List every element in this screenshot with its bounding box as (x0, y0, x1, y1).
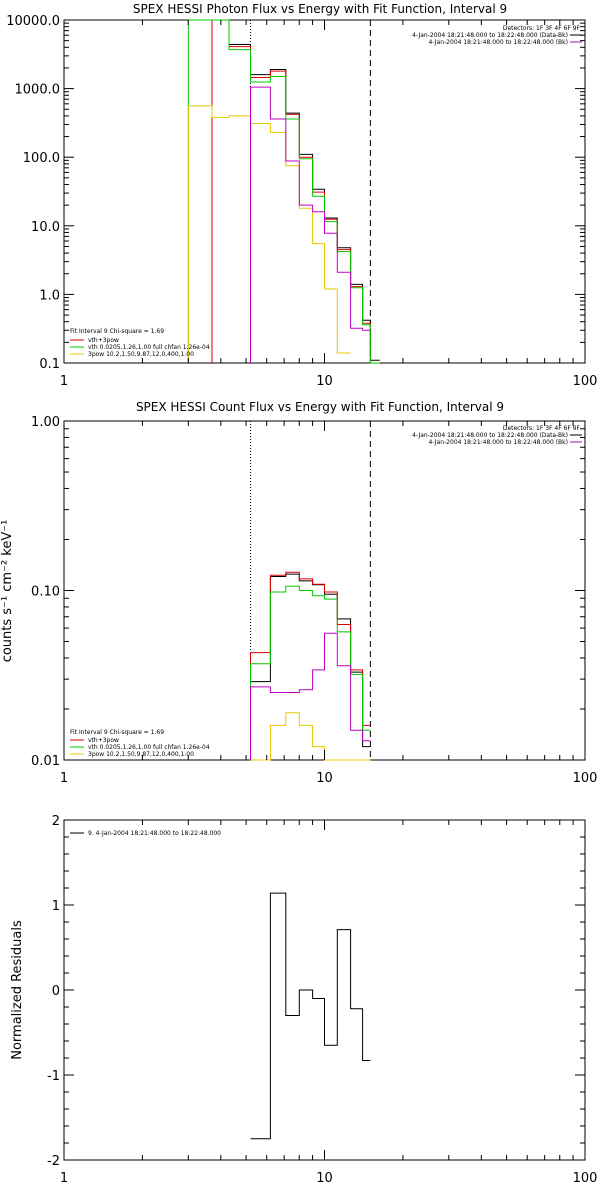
count-flux-legend-vth-3pow: vth+3pow (88, 737, 119, 744)
photon-flux-series-vth (187, 19, 380, 364)
count-flux-y-tick-label: 0.10 (31, 585, 60, 600)
photon-flux-legend-3pow: 3pow 10.2,1.50,9.87,12.0,400,1.00 (88, 351, 194, 358)
photon-flux-legend-right: Detectors: 1F 3F 4F 6F 9F 4-Jan-2004 18:… (412, 25, 582, 46)
photon-flux-legend-vth: vth 0.0205,1.26,1.00 full chfan 1.26e-04 (88, 344, 210, 351)
photon-flux-y-tick-label: 1.0 (39, 288, 60, 303)
photon-flux-series (187, 19, 380, 364)
photon-flux-x-tick-label: 100 (573, 374, 598, 389)
count-flux-data-bk-label: 4-Jan-2004 18:21:48.000 to 18:22:48.000 … (412, 432, 568, 439)
photon-flux-ticks: 1 10 100 0.1 1.0 10.0 100.0 1000.0 10000.0 (6, 14, 597, 389)
count-flux-x-tick-label: 1 (60, 771, 68, 786)
residuals-y-tick-label: -1 (47, 1069, 60, 1084)
count-flux-detectors-label: Detectors: 1F 3F 4F 6F 9F (503, 425, 581, 432)
photon-flux-series-vth-3pow (211, 19, 380, 364)
photon-flux-data-bk-label: 4-Jan-2004 18:21:48.000 to 18:22:48.000 … (412, 32, 568, 39)
count-flux-title: SPEX HESSI Count Flux vs Energy with Fit… (136, 400, 504, 414)
count-flux-bk-label: 4-Jan-2004 18:21:48.000 to 18:22:48.000 … (428, 439, 568, 446)
photon-flux-bk-label: 4-Jan-2004 18:21:48.000 to 18:22:48.000 … (428, 39, 568, 46)
count-flux-series-3pow (250, 712, 371, 761)
residuals-y-tick-label: 0 (52, 984, 60, 999)
count-flux-legend-header: Fit Interval 9 Chi-square = 1.69 (70, 729, 164, 736)
photon-flux-detectors-label: Detectors: 1F 3F 4F 6F 9F (503, 25, 581, 32)
count-flux-y-axis-label: counts s⁻¹ cm⁻² keV⁻¹ (0, 520, 15, 663)
residuals-y-axis-label: Normalized Residuals (10, 920, 25, 1060)
residuals-ticks: 1 10 100 -2 -1 0 1 2 (47, 814, 597, 1186)
residuals-y-tick-label: 2 (52, 814, 60, 829)
residuals-x-tick-label: 10 (316, 1171, 333, 1186)
count-flux-series (250, 571, 371, 761)
photon-flux-y-tick-label: 100.0 (23, 151, 60, 166)
photon-flux-legend-left: Fit Interval 9 Chi-square = 1.69 vth+3po… (70, 328, 210, 358)
photon-flux-series-data-bk (211, 19, 380, 363)
residuals-legend: 9. 4-Jan-2004 18:21:48.000 to 18:22:48.0… (70, 830, 221, 837)
residuals-series-residual (250, 892, 371, 1140)
residuals-panel: Normalized Residuals 1 10 100 -2 -1 0 1 2 9. 4-… (10, 814, 597, 1186)
photon-flux-x-tick-label: 1 (60, 374, 68, 389)
count-flux-legend-right: Detectors: 1F 3F 4F 6F 9F 4-Jan-2004 18:… (412, 425, 582, 446)
residuals-y-tick-label: 1 (52, 899, 60, 914)
photon-flux-y-tick-label: 1000.0 (15, 83, 61, 98)
photon-flux-panel: SPEX HESSI Photon Flux vs Energy with Fi… (6, 2, 597, 389)
photon-flux-x-tick-label: 10 (316, 374, 333, 389)
count-flux-legend-3pow: 3pow 10.2,1.50,9.87,12.0,400,1.00 (88, 751, 194, 758)
count-flux-legend-vth: vth 0.0205,1.26,1.00 full chfan 1.26e-04 (88, 744, 210, 751)
count-flux-y-tick-label: 1.00 (31, 415, 60, 430)
photon-flux-y-tick-label: 0.1 (39, 357, 60, 372)
photon-flux-y-tick-label: 10.0 (31, 220, 60, 235)
count-flux-panel: SPEX HESSI Count Flux vs Energy with Fit… (0, 400, 597, 786)
photon-flux-legend-header: Fit Interval 9 Chi-square = 1.69 (70, 328, 164, 335)
residuals-series (250, 892, 371, 1140)
count-flux-series-bk (250, 632, 371, 760)
residuals-legend-label: 9. 4-Jan-2004 18:21:48.000 to 18:22:48.0… (88, 830, 221, 837)
photon-flux-title: SPEX HESSI Photon Flux vs Energy with Fi… (133, 2, 507, 16)
photon-flux-series-bk (250, 86, 371, 363)
residuals-x-tick-label: 1 (60, 1171, 68, 1186)
count-flux-ticks: 1 10 100 0.01 0.10 1.00 (31, 415, 597, 786)
residuals-y-tick-label: -2 (47, 1154, 60, 1169)
photon-flux-legend-vth-3pow: vth+3pow (88, 337, 119, 344)
count-flux-y-tick-label: 0.01 (31, 754, 60, 769)
count-flux-x-tick-label: 100 (573, 771, 598, 786)
count-flux-x-tick-label: 10 (316, 771, 333, 786)
photon-flux-y-tick-label: 10000.0 (6, 14, 60, 29)
count-flux-legend-left: Fit Interval 9 Chi-square = 1.69 vth+3po… (70, 729, 210, 758)
residuals-x-tick-label: 100 (573, 1171, 598, 1186)
